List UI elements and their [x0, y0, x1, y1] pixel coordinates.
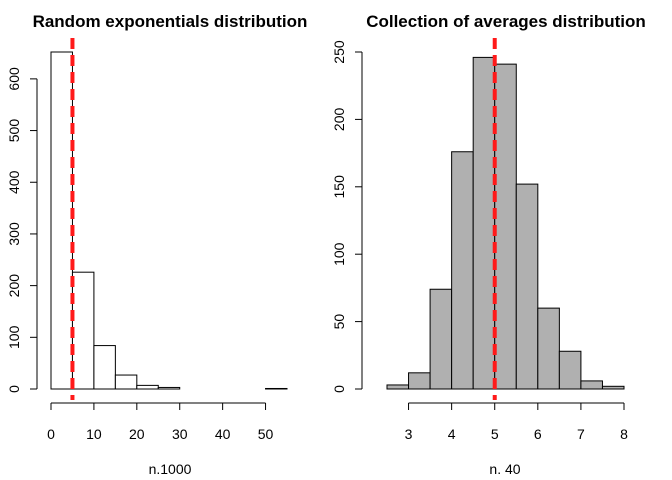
- histogram-bar: [408, 372, 431, 390]
- histogram-bar: [157, 386, 181, 390]
- y-tick-label: 150: [331, 175, 347, 199]
- y-tick-label: 100: [331, 242, 347, 266]
- histogram-bar: [558, 350, 582, 390]
- x-tick-label: 30: [172, 426, 188, 442]
- chart-title: Collection of averages distribution: [366, 12, 646, 31]
- x-tick-label: 5: [491, 426, 499, 442]
- bars: [50, 51, 288, 390]
- y-tick-label: 600: [6, 67, 22, 91]
- x-tick-label: 10: [86, 426, 102, 442]
- chart-title: Random exponentials distribution: [33, 12, 308, 31]
- histogram-bar: [93, 345, 116, 390]
- x-tick-label: 8: [620, 426, 628, 442]
- y-tick-label: 250: [331, 40, 347, 64]
- x-tick-label: 7: [577, 426, 585, 442]
- histogram-bar: [386, 384, 410, 390]
- histogram-bar: [136, 384, 159, 390]
- y-tick-label: 400: [6, 170, 22, 194]
- x-tick-label: 4: [448, 426, 456, 442]
- y-tick-label: 0: [6, 385, 22, 393]
- y-axis: 0 50 100 150 200 250: [331, 40, 363, 393]
- x-axis: 3 4 5 6 7 8: [405, 402, 628, 442]
- histogram-bar: [265, 387, 288, 390]
- histogram-collection-of-averages: Collection of averages distribution n. 4…: [331, 12, 646, 477]
- x-tick-label: 20: [129, 426, 145, 442]
- x-axis: 0 10 20 30 40 50: [47, 402, 274, 442]
- histogram-bar: [515, 183, 539, 390]
- histogram-bar: [114, 374, 138, 390]
- x-axis-label: n. 40: [489, 461, 520, 477]
- histogram-bar: [494, 63, 517, 390]
- y-tick-label: 500: [6, 119, 22, 143]
- histogram-random-exponentials: Random exponentials distribution n.1000 …: [6, 12, 307, 477]
- y-tick-label: 300: [6, 222, 22, 246]
- x-axis-label: n.1000: [149, 461, 192, 477]
- histogram-bar: [472, 56, 496, 390]
- histogram-bar: [50, 51, 73, 390]
- histogram-bar: [451, 151, 474, 390]
- histogram-bar: [537, 307, 560, 390]
- x-tick-label: 40: [215, 426, 231, 442]
- x-tick-label: 6: [534, 426, 542, 442]
- x-tick-label: 0: [47, 426, 55, 442]
- bars: [386, 56, 625, 390]
- y-tick-label: 0: [331, 385, 347, 393]
- histogram-bar: [601, 385, 625, 390]
- x-tick-label: 50: [258, 426, 274, 442]
- y-tick-label: 200: [331, 108, 347, 132]
- y-axis: 0 100 200 300 400 500 600: [6, 67, 38, 393]
- y-tick-label: 100: [6, 325, 22, 349]
- histogram-bar: [429, 288, 453, 390]
- y-tick-label: 200: [6, 274, 22, 298]
- x-tick-label: 3: [405, 426, 413, 442]
- histogram-bar: [580, 380, 603, 390]
- histogram-bar: [71, 271, 95, 390]
- y-tick-label: 50: [331, 314, 347, 330]
